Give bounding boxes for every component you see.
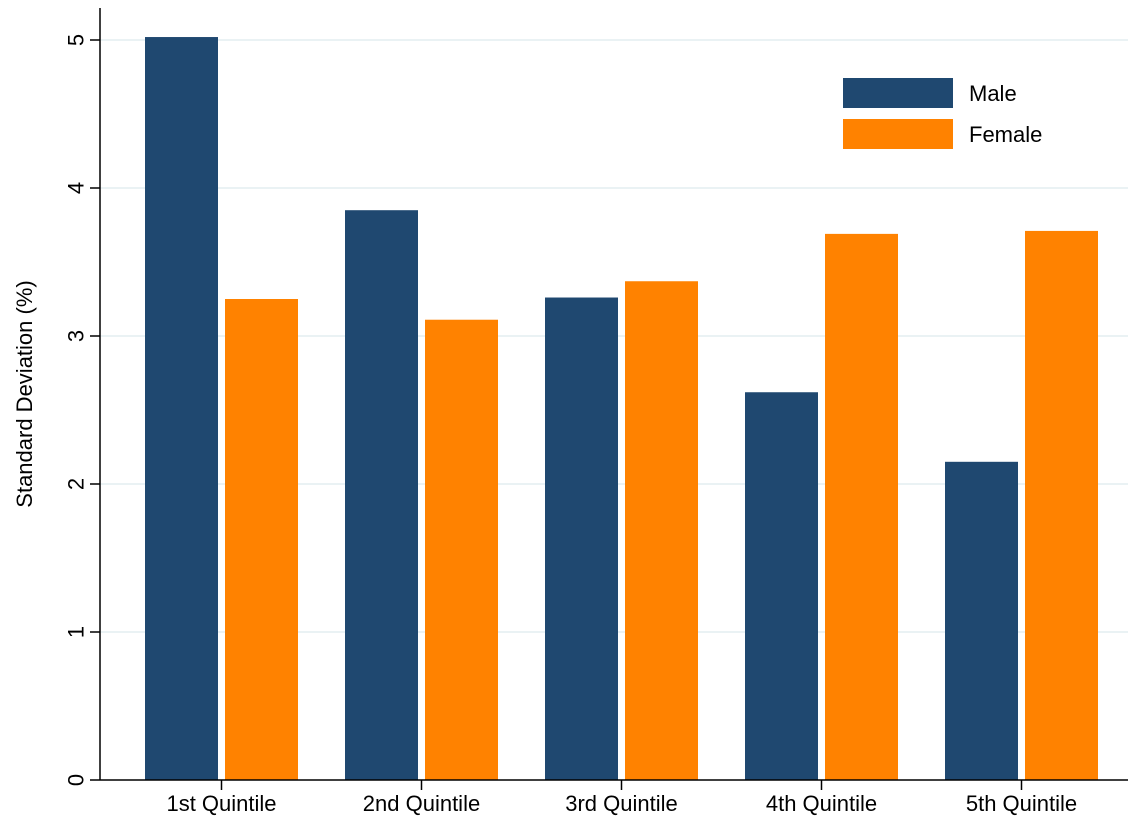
legend-swatch-male bbox=[843, 78, 953, 108]
y-tick-label: 2 bbox=[64, 478, 89, 490]
bar-female-4 bbox=[825, 233, 898, 780]
y-tick-label: 3 bbox=[64, 330, 89, 342]
legend-swatch-female bbox=[843, 119, 953, 149]
legend-label-female: Female bbox=[969, 122, 1042, 147]
bar-male-1 bbox=[145, 37, 218, 781]
bar-female-1 bbox=[225, 299, 298, 780]
y-tick-label: 1 bbox=[64, 626, 89, 638]
bar-male-3 bbox=[545, 297, 618, 780]
x-ticks: 1st Quintile 2nd Quintile 3rd Quintile 4th … bbox=[166, 780, 1077, 816]
y-ticks: 0 1 2 3 4 5 bbox=[64, 34, 100, 786]
bars bbox=[145, 37, 1098, 781]
bar-female-5 bbox=[1025, 230, 1098, 781]
bar-female-2 bbox=[425, 319, 498, 780]
axes bbox=[99, 8, 1128, 781]
bar-male-5 bbox=[945, 461, 1018, 780]
x-tick-label: 4th Quintile bbox=[766, 791, 877, 816]
legend: Male Female bbox=[843, 78, 1042, 149]
x-tick-label: 1st Quintile bbox=[166, 791, 276, 816]
bar-male-2 bbox=[345, 210, 418, 780]
x-tick-label: 2nd Quintile bbox=[363, 791, 480, 816]
y-tick-label: 0 bbox=[64, 774, 89, 786]
x-tick-label: 5th Quintile bbox=[966, 791, 1077, 816]
bar-female-3 bbox=[625, 281, 698, 780]
bar-male-4 bbox=[745, 392, 818, 780]
y-tick-label: 5 bbox=[64, 34, 89, 46]
y-tick-label: 4 bbox=[64, 182, 89, 194]
x-tick-label: 3rd Quintile bbox=[565, 791, 678, 816]
y-axis-title: Standard Deviation (%) bbox=[12, 280, 37, 507]
legend-label-male: Male bbox=[969, 81, 1017, 106]
